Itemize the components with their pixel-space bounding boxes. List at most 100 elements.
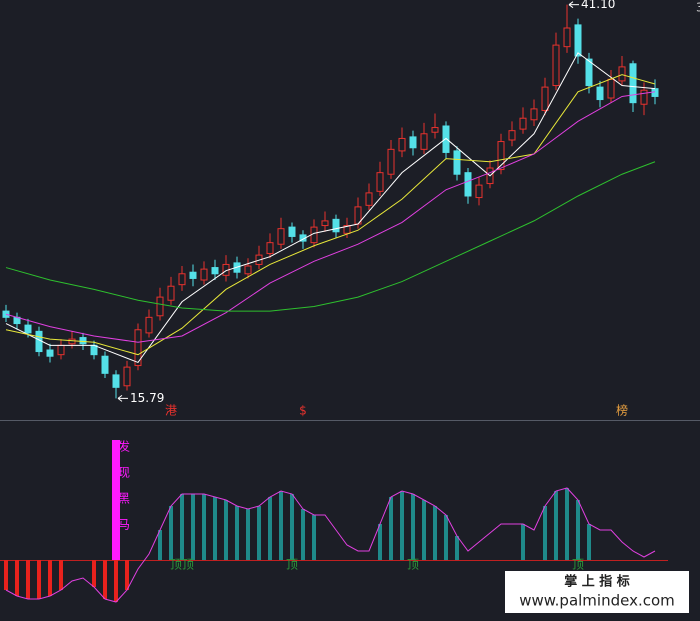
signal-label: 马 xyxy=(118,518,130,532)
event-marker: 榜 xyxy=(616,403,628,418)
indicator-bar xyxy=(378,524,382,560)
indicator-bar xyxy=(389,497,393,560)
indicator-bar xyxy=(312,515,316,560)
indicator-bar xyxy=(4,560,8,590)
annotation-label: 41.10 xyxy=(581,0,615,11)
axis-fragment: 3 xyxy=(696,1,700,15)
indicator-bar xyxy=(103,560,107,599)
candle-body xyxy=(156,296,164,317)
signal-label: 现 xyxy=(118,466,130,480)
indicator-bar xyxy=(92,560,96,587)
candle-body xyxy=(376,172,384,192)
indicator-bar xyxy=(543,506,547,560)
moving-average-line xyxy=(5,91,656,343)
event-marker: $ xyxy=(299,404,307,418)
indicator-bar xyxy=(411,494,415,560)
indicator-bar xyxy=(565,488,569,560)
top-label: 顶 xyxy=(286,558,298,572)
indicator-bar xyxy=(587,524,591,560)
candle-body xyxy=(332,218,340,233)
signal-bar xyxy=(112,440,120,560)
candle-body xyxy=(629,63,637,104)
indicator-bar xyxy=(26,560,30,599)
indicator-bar xyxy=(257,506,261,560)
candle-body xyxy=(541,86,549,111)
candle-body xyxy=(266,242,274,255)
indicator-bar xyxy=(246,509,250,560)
indicator-bar xyxy=(455,536,459,560)
candle-body xyxy=(112,374,120,388)
annotation-arrow-head xyxy=(117,394,123,402)
indicator-bar xyxy=(169,506,173,560)
annotation-arrow-head xyxy=(568,1,574,9)
candle-body xyxy=(552,44,560,87)
indicator-bar xyxy=(301,509,305,560)
watermark-title: 掌 上 指 标 xyxy=(564,574,630,590)
indicator-bar xyxy=(224,500,228,560)
moving-average-line xyxy=(5,161,656,312)
indicator-bar xyxy=(15,560,19,596)
candle-body xyxy=(508,130,516,141)
candle-body xyxy=(68,338,76,345)
candle-body xyxy=(453,150,461,175)
candle-body xyxy=(387,148,395,175)
event-marker: 港 xyxy=(165,404,177,418)
top-label: 顶 xyxy=(572,558,584,572)
candle-body xyxy=(563,27,571,48)
indicator-line xyxy=(5,487,656,603)
candle-body xyxy=(134,329,142,367)
signal-label: 发 xyxy=(118,439,130,454)
candle-body xyxy=(607,78,615,99)
indicator-bar xyxy=(279,491,283,560)
moving-average-line xyxy=(5,74,656,356)
annotation-label: 15.79 xyxy=(130,391,164,405)
candle-body xyxy=(101,355,109,374)
indicator-bar xyxy=(125,560,129,590)
indicator-bar xyxy=(213,497,217,560)
candle-body xyxy=(596,86,604,101)
candle-body xyxy=(211,267,219,275)
candle-body xyxy=(79,337,87,345)
candle-body xyxy=(189,271,197,279)
indicator-bar xyxy=(268,497,272,560)
candle-body xyxy=(365,192,373,206)
candle-body xyxy=(288,226,296,237)
indicator-bar xyxy=(180,494,184,560)
indicator-bar xyxy=(422,500,426,560)
candle-body xyxy=(24,324,32,334)
indicator-bar xyxy=(202,494,206,560)
candle-body xyxy=(277,228,285,245)
candle-body xyxy=(398,137,406,152)
candle-body xyxy=(585,58,593,87)
candle-body xyxy=(409,136,417,149)
indicator-bar xyxy=(191,494,195,560)
candle-body xyxy=(497,141,505,171)
candle-body xyxy=(145,316,153,334)
indicator-bar xyxy=(433,506,437,560)
top-label: 顶顶 xyxy=(170,558,194,572)
indicator-bar xyxy=(554,491,558,560)
watermark-box xyxy=(505,571,689,613)
candle-body xyxy=(343,225,351,234)
indicator-bar xyxy=(290,494,294,560)
signal-label: 黑 xyxy=(118,492,130,506)
candle-body xyxy=(464,172,472,197)
candle-body xyxy=(475,184,483,199)
watermark-url: www.palmindex.com xyxy=(519,592,675,610)
indicator-bar xyxy=(158,530,162,560)
indicator-bar xyxy=(444,515,448,560)
candle-body xyxy=(420,133,428,150)
candle-body xyxy=(167,285,175,301)
candle-body xyxy=(123,366,131,387)
top-label: 顶 xyxy=(407,558,419,572)
candle-body xyxy=(442,125,450,153)
candle-body xyxy=(57,344,65,356)
candle-body xyxy=(244,265,252,275)
indicator-bar xyxy=(48,560,52,596)
candle-body xyxy=(618,66,626,82)
candle-body xyxy=(431,127,439,133)
candle-body xyxy=(46,349,54,357)
moving-average-line xyxy=(5,52,656,364)
indicator-bar xyxy=(37,560,41,599)
